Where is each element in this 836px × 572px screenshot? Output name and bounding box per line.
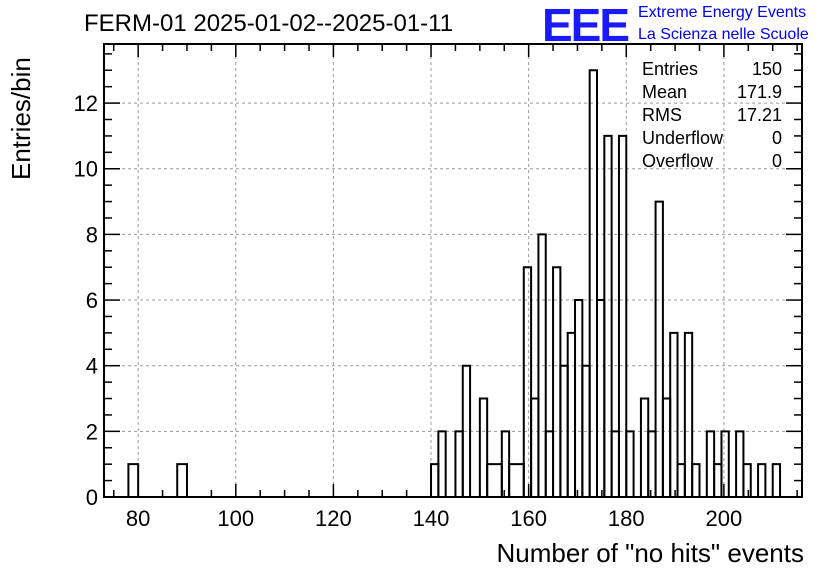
eee-logo-line-1: Extreme Energy Events: [638, 4, 807, 21]
y-tick-label: 2: [86, 419, 98, 444]
stats-row-rms: RMS 17.21: [642, 104, 782, 127]
stats-value: 17.21: [736, 105, 782, 125]
histogram-bin: [625, 430, 635, 497]
histogram-bin: [588, 69, 598, 497]
y-tick-label: 12: [74, 91, 98, 116]
histogram-bin: [676, 463, 686, 497]
histogram-bin: [508, 463, 525, 497]
histogram-bin: [617, 134, 628, 497]
y-tick-label: 0: [86, 485, 98, 510]
x-tick-label: 120: [315, 506, 352, 531]
stats-label: Overflow: [642, 151, 714, 171]
x-tick-label: 160: [510, 506, 547, 531]
histogram-bin: [522, 266, 533, 497]
histogram-bin: [661, 397, 672, 497]
y-tick-label: 8: [86, 222, 98, 247]
stats-label: Mean: [642, 82, 688, 102]
histogram-bin: [669, 331, 679, 497]
stats-label: Entries: [642, 59, 699, 79]
histogram-bin: [713, 463, 723, 497]
histogram-bin: [552, 266, 562, 497]
histogram-bin: [176, 463, 188, 497]
stats-value: 0: [771, 151, 782, 171]
x-tick-label: 140: [413, 506, 450, 531]
histogram-bin: [691, 463, 701, 497]
eee-logo: EEE Extreme Energy Events La Scienza nel…: [542, 0, 832, 51]
stats-label: Underflow: [642, 128, 724, 148]
x-tick-label: 200: [706, 506, 743, 531]
stats-row-overflow: Overflow 0: [642, 150, 782, 173]
histogram-bin: [757, 463, 767, 497]
plot-frame: [103, 43, 803, 498]
histogram-bin: [486, 463, 503, 497]
histogram-bin: [537, 233, 547, 497]
x-axis-label: Number of "no hits" events: [496, 538, 805, 568]
histogram-bin: [500, 430, 511, 497]
stats-row-underflow: Underflow 0: [642, 127, 782, 150]
histogram-bin: [437, 430, 447, 497]
stats-row-entries: Entries 150: [642, 58, 782, 81]
stats-box: Entries 150 Mean 171.9 RMS 17.21 Underfl…: [642, 58, 782, 173]
stats-value: 171.9: [736, 82, 782, 102]
histogram-bin: [735, 430, 745, 497]
stats-value: 150: [751, 59, 782, 79]
x-tick-label: 180: [608, 506, 645, 531]
histogram-bin: [478, 397, 489, 497]
histogram-bin: [530, 397, 540, 497]
stats-row-mean: Mean 171.9: [642, 81, 782, 104]
histogram-bin: [771, 463, 782, 497]
histogram-bin: [720, 430, 730, 497]
stats-value: 0: [771, 128, 782, 148]
histogram-bin: [430, 463, 440, 497]
chart-title: FERM-01 2025-01-02--2025-01-11: [84, 10, 454, 37]
histogram-bin: [603, 134, 613, 497]
stats-label: RMS: [642, 105, 682, 125]
y-tick-label: 6: [86, 288, 98, 313]
histogram-bin: [574, 299, 584, 497]
histogram-bin: [595, 299, 606, 497]
histogram-bin: [705, 430, 716, 497]
histogram-bin: [127, 463, 140, 497]
histogram-bin: [454, 430, 464, 497]
histogram-bin: [683, 331, 694, 497]
histogram-bin: [742, 463, 752, 497]
y-tick-label: 10: [74, 157, 98, 182]
y-tick-label: 4: [86, 354, 98, 379]
histogram-bin: [544, 430, 555, 497]
eee-logo-line-2: La Scienza nelle Scuole: [638, 26, 809, 43]
x-tick-label: 80: [126, 506, 150, 531]
histogram-bin: [566, 331, 577, 497]
histogram-bin: [639, 397, 650, 497]
histogram-bin: [610, 430, 620, 497]
x-tick-label: 100: [217, 506, 254, 531]
histogram-bin: [647, 430, 657, 497]
eee-logo-mark: EEE: [542, 0, 630, 51]
histogram-bin: [461, 364, 472, 497]
histogram-bin: [654, 200, 664, 497]
